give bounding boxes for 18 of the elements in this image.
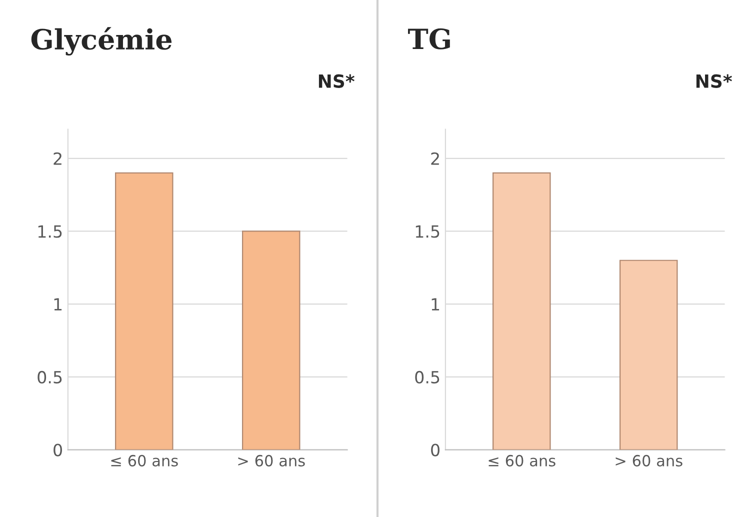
chart-title: Glycémie: [31, 27, 172, 56]
y-tick-label: 1.5: [38, 225, 62, 238]
x-tick-label: > 60 ans: [616, 454, 682, 466]
x-tick-label: ≤ 60 ans: [488, 454, 556, 466]
x-tick-label: > 60 ans: [238, 454, 305, 466]
text: NS*: [696, 74, 732, 88]
y-tick-label: 1: [54, 298, 62, 310]
y-tick-label: 2: [431, 152, 439, 165]
y-tick-label: 0.5: [415, 370, 440, 384]
y-tick-label: 2: [54, 152, 62, 165]
y-tick-label: 0: [54, 444, 62, 456]
y-tick-label: 0.5: [38, 370, 62, 384]
y-tick-label: 0: [431, 444, 440, 456]
y-tick-label: 1: [432, 298, 440, 310]
x-tick-label: ≤ 60 ans: [111, 454, 178, 466]
text: NS*: [318, 74, 354, 88]
chart-title: TG: [408, 28, 450, 50]
y-tick-label: 1.5: [416, 225, 440, 238]
